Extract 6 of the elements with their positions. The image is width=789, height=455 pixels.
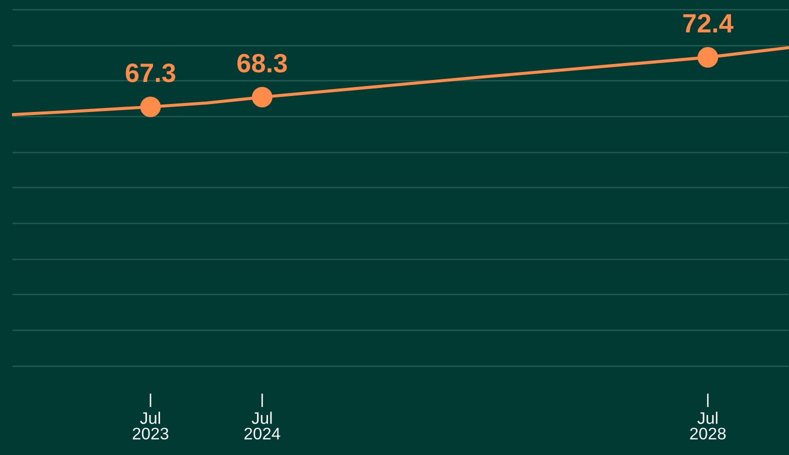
x-tick-label: Jul 2023: [132, 412, 168, 440]
data-label: 67.3: [126, 64, 176, 82]
data-label: 72.4: [683, 14, 734, 32]
x-tick-label: Jul 2024: [244, 412, 280, 440]
x-tick-label: Jul 2028: [690, 412, 726, 440]
data-label: 68.3: [237, 54, 287, 73]
